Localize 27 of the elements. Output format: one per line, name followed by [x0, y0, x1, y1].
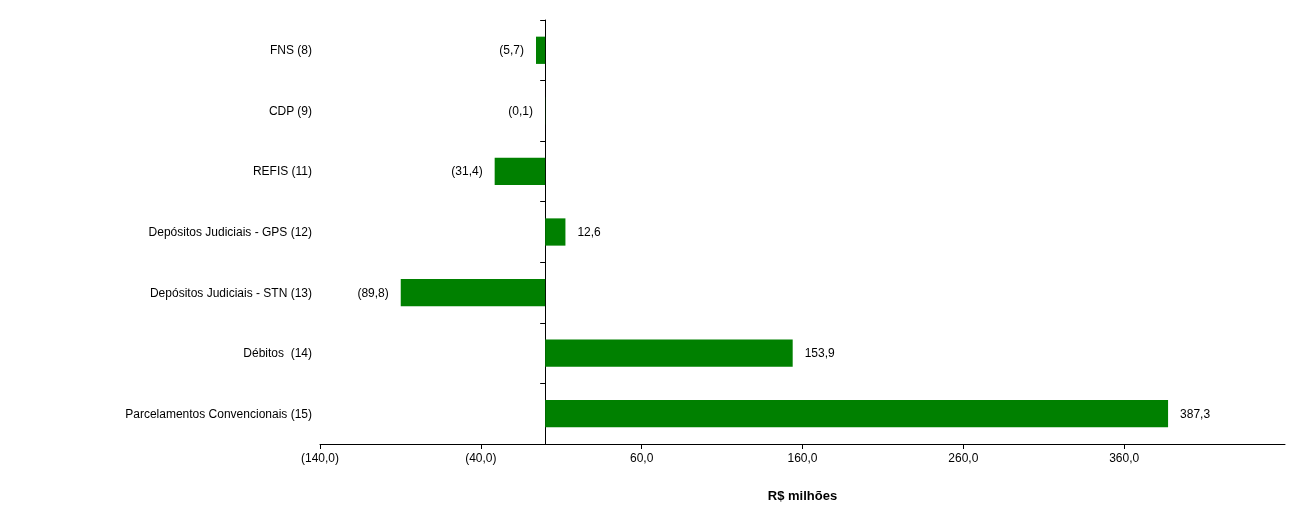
bar [545, 218, 566, 246]
y-tick-label: Depósitos Judiciais - STN (13) [149, 285, 312, 300]
x-tick-label: 160,0 [787, 451, 818, 465]
x-tick-label: 260,0 [948, 451, 979, 465]
bar [400, 278, 546, 307]
data-label: (31,4) [451, 164, 483, 179]
y-tick-label: CDP (9) [268, 103, 312, 118]
y-tick-label: FNS (8) [270, 43, 312, 58]
data-label: 153,9 [804, 346, 836, 361]
bar [536, 36, 546, 64]
x-tick-label: (40,0) [465, 451, 497, 465]
data-label: (5,7) [499, 43, 524, 58]
data-label: (89,8) [357, 285, 389, 300]
bar [545, 339, 793, 367]
bar [494, 157, 546, 186]
bar [545, 400, 1169, 428]
x-tick-label: 60,0 [629, 451, 654, 465]
y-tick-label: Parcelamentos Convencionais (15) [125, 406, 312, 421]
x-tick-label: 360,0 [1109, 451, 1140, 465]
x-axis-title: R$ milhões [767, 488, 838, 503]
data-label: (0,1) [508, 103, 534, 118]
y-tick-label: Débitos (14) [243, 346, 312, 361]
data-label: 12,6 [577, 225, 602, 239]
y-tick-label: REFIS (11) [252, 164, 312, 179]
data-label: 387,3 [1180, 406, 1211, 421]
y-tick-label: Depósitos Judiciais - GPS (12) [148, 225, 312, 239]
x-tick-label: (140,0) [300, 451, 340, 465]
